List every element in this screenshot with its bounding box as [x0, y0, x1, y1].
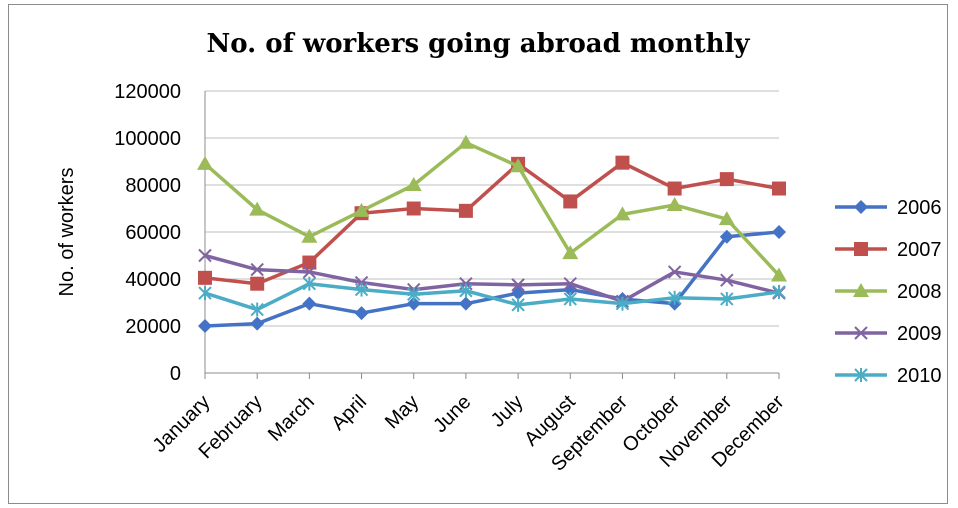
- y-tick-label-0: 0: [170, 363, 181, 385]
- data-point-2008-3: [353, 202, 370, 217]
- data-point-2008-4: [405, 177, 422, 191]
- series-line-2007: [204, 160, 780, 286]
- series-2010: [198, 276, 786, 317]
- data-point-2009-2: [302, 265, 317, 279]
- data-point-2010-5: [459, 283, 473, 298]
- x-tick-label-march: March: [264, 391, 319, 446]
- data-point-2010-10: [720, 291, 734, 306]
- data-point-2009-1: [250, 262, 264, 277]
- legend-entry-2010: 2010: [835, 365, 942, 387]
- series-2008: [197, 134, 787, 282]
- y-tick-label-4: 80000: [125, 175, 181, 197]
- data-point-2006-10: [719, 229, 734, 244]
- data-point-2008-8: [614, 206, 631, 221]
- data-point-2010-1: [250, 302, 264, 317]
- data-point-2007-2: [302, 255, 317, 270]
- x-tick-label-july: July: [487, 391, 528, 432]
- data-point-2007-9: [667, 181, 682, 196]
- y-tick-label-3: 60000: [125, 222, 181, 244]
- y-tick-label-1: 20000: [125, 316, 181, 338]
- data-point-2009-7: [563, 276, 577, 291]
- data-point-2006-3: [354, 306, 369, 321]
- y-tick-label-2: 40000: [125, 269, 181, 291]
- data-point-2008-7: [562, 245, 579, 260]
- legend-label-2009: 2009: [897, 323, 942, 345]
- data-point-2008-11: [771, 267, 787, 282]
- legend-marker-2009: [854, 326, 868, 340]
- data-point-2010-3: [354, 282, 369, 297]
- series-lines: [197, 134, 787, 333]
- legend-label-2008: 2008: [897, 281, 942, 303]
- data-point-2008-9: [666, 196, 683, 211]
- x-tick-label-april: April: [327, 391, 371, 435]
- data-point-2007-5: [458, 203, 473, 218]
- data-point-2008-1: [249, 201, 266, 216]
- chart-title: No. of workers going abroad monthly: [206, 29, 750, 59]
- data-point-2009-6: [511, 278, 525, 292]
- y-tick-label-6: 120000: [114, 81, 181, 103]
- data-point-2007-0: [198, 270, 212, 285]
- series-line-2010: [204, 281, 780, 312]
- data-point-2008-5: [457, 134, 474, 149]
- data-point-2007-1: [250, 276, 265, 291]
- y-axis-title: No. of workers: [56, 168, 78, 297]
- series-line-2009: [204, 253, 780, 304]
- legend-marker-2010: [854, 368, 868, 382]
- data-point-2010-9: [667, 290, 682, 305]
- data-point-2010-2: [302, 276, 317, 291]
- data-point-2007-10: [719, 172, 734, 187]
- data-point-2006-1: [250, 316, 265, 331]
- data-point-2009-0: [198, 248, 212, 263]
- legend-entry-2009: 2009: [835, 323, 942, 345]
- legend: 2006 2007 2008 2009 2010: [835, 197, 942, 387]
- data-point-2010-4: [407, 287, 421, 302]
- legend-marker-2007: [854, 242, 868, 256]
- data-point-2006-0: [198, 319, 212, 333]
- data-point-2010-0: [198, 286, 212, 301]
- legend-marker-2008: [853, 283, 869, 297]
- data-point-2007-11: [772, 181, 786, 196]
- data-point-2006-2: [302, 296, 317, 311]
- y-tick-label-5: 100000: [114, 128, 181, 150]
- legend-label-2007: 2007: [897, 239, 942, 261]
- data-point-2009-9: [667, 265, 682, 279]
- x-tick-label-may: May: [381, 391, 423, 433]
- data-point-2008-2: [301, 228, 318, 243]
- legend-label-2006: 2006: [897, 197, 942, 219]
- data-point-2007-8: [615, 155, 630, 170]
- data-point-2008-0: [197, 155, 213, 170]
- data-point-2008-10: [718, 211, 735, 226]
- legend-entry-2007: 2007: [835, 239, 942, 261]
- chart-frame: No. of workers going abroad monthly 0 200…: [8, 4, 948, 504]
- x-tick-label-june: June: [429, 391, 475, 437]
- data-point-2008-6: [510, 158, 527, 173]
- legend-marker-2006: [854, 200, 868, 214]
- data-point-2010-8: [615, 296, 630, 311]
- data-point-2010-11: [772, 284, 786, 299]
- series-line-2008: [203, 140, 781, 277]
- legend-label-2010: 2010: [897, 365, 942, 387]
- tick-labels: 0 20000 40000 60000 80000 100000 120000 No. of …: [56, 81, 789, 476]
- data-point-2006-11: [772, 225, 786, 239]
- data-point-2007-7: [563, 194, 578, 209]
- legend-entry-2008: 2008: [835, 281, 942, 303]
- data-point-2010-7: [563, 291, 577, 306]
- data-point-2010-6: [511, 297, 525, 312]
- axes: [204, 91, 780, 379]
- line-chart: 0 20000 40000 60000 80000 100000 120000 No. of …: [56, 81, 942, 476]
- data-point-2006-5: [458, 296, 473, 311]
- data-point-2007-4: [406, 201, 421, 216]
- data-point-2006-4: [406, 296, 421, 311]
- data-point-2009-10: [720, 273, 734, 287]
- legend-entry-2006: 2006: [835, 197, 942, 219]
